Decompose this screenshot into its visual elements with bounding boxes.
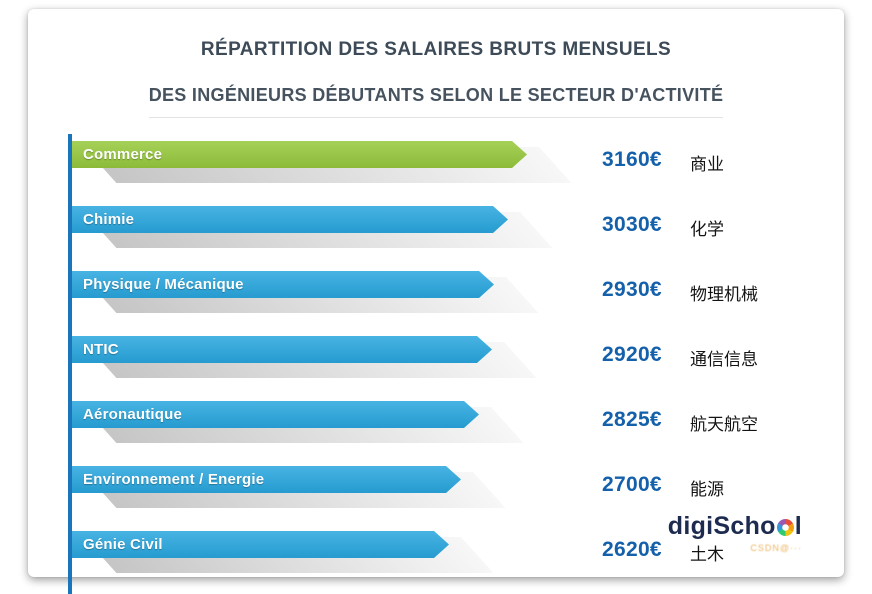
bar-physique-mecanique: Physique / Mécanique xyxy=(72,271,539,313)
digischool-logo: digiSch o l xyxy=(668,512,802,541)
bar-label: Génie Civil xyxy=(83,536,163,553)
logo-text-part2: o xyxy=(760,512,776,540)
bar-annotation-cn: 化学 xyxy=(690,220,724,239)
chart-title-line1: RÉPARTITION DES SALAIRES BRUTS MENSUELS xyxy=(200,39,672,60)
bar-chart-plot: Commerce 3160€ 商业 Chimie 3030€ 化学 Physiq… xyxy=(68,134,808,594)
bar-row-ntic: NTIC 2920€ 通信信息 xyxy=(72,336,808,396)
bar-annotation-cn: 能源 xyxy=(690,480,724,499)
bar-value: 2825€ xyxy=(602,408,662,431)
bar-row-genie-civil: Génie Civil 2620€ 土木 xyxy=(72,531,808,591)
bar-ntic: NTIC xyxy=(72,336,537,378)
logo-text-part3: l xyxy=(794,512,802,540)
bar-annotation-cn: 商业 xyxy=(690,155,724,174)
chart-card: RÉPARTITION DES SALAIRES BRUTS MENSUELS … xyxy=(28,9,844,594)
bar-genie-civil: Génie Civil xyxy=(72,531,494,573)
watermark-text: CSDN@··· xyxy=(750,543,802,553)
bar: Commerce xyxy=(72,141,527,168)
bar-annotation-cn: 通信信息 xyxy=(690,350,758,369)
chart-title-line2: DES INGÉNIEURS DÉBUTANTS SELON LE SECTEU… xyxy=(148,85,724,118)
bar-value: 2700€ xyxy=(602,473,662,496)
bar: Génie Civil xyxy=(72,531,449,558)
bar-value: 3160€ xyxy=(602,148,662,171)
bar-row-physique-mecanique: Physique / Mécanique 2930€ 物理机械 xyxy=(72,271,808,331)
bar-annotation-cn: 航天航空 xyxy=(690,415,758,434)
footer: digiSch o l CSDN@··· xyxy=(668,512,802,553)
bar-row-aeronautique: Aéronautique 2825€ 航天航空 xyxy=(72,401,808,461)
bar-row-environnement-energie: Environnement / Energie 2700€ 能源 xyxy=(72,466,808,526)
bar: Chimie xyxy=(72,206,508,233)
logo-color-wheel-icon xyxy=(776,519,794,536)
bar-aeronautique: Aéronautique xyxy=(72,401,524,443)
bar-annotation-cn: 物理机械 xyxy=(690,285,758,304)
bar: Environnement / Energie xyxy=(72,466,461,493)
bar-value: 2930€ xyxy=(602,278,662,301)
bar-label: Chimie xyxy=(83,211,135,228)
bar: NTIC xyxy=(72,336,492,363)
bar-value: 3030€ xyxy=(602,213,662,236)
bar: Physique / Mécanique xyxy=(72,271,494,298)
bar-label: Environnement / Energie xyxy=(83,471,265,488)
bar-value: 2920€ xyxy=(602,343,662,366)
bar-commerce: Commerce xyxy=(72,141,572,183)
bar: Aéronautique xyxy=(72,401,479,428)
bar-chimie: Chimie xyxy=(72,206,553,248)
bar-value: 2620€ xyxy=(602,538,662,561)
bar-row-commerce: Commerce 3160€ 商业 xyxy=(72,141,808,201)
bar-label: Commerce xyxy=(83,146,163,163)
chart-title: RÉPARTITION DES SALAIRES BRUTS MENSUELS … xyxy=(28,9,844,118)
bar-label: NTIC xyxy=(83,341,119,358)
bar-annotation-cn: 土木 xyxy=(690,545,724,564)
bar-label: Physique / Mécanique xyxy=(83,276,244,293)
logo-text-part1: digiSch xyxy=(667,512,761,540)
bar-row-chimie: Chimie 3030€ 化学 xyxy=(72,206,808,266)
bar-label: Aéronautique xyxy=(83,406,183,423)
bar-environnement-energie: Environnement / Energie xyxy=(72,466,506,508)
